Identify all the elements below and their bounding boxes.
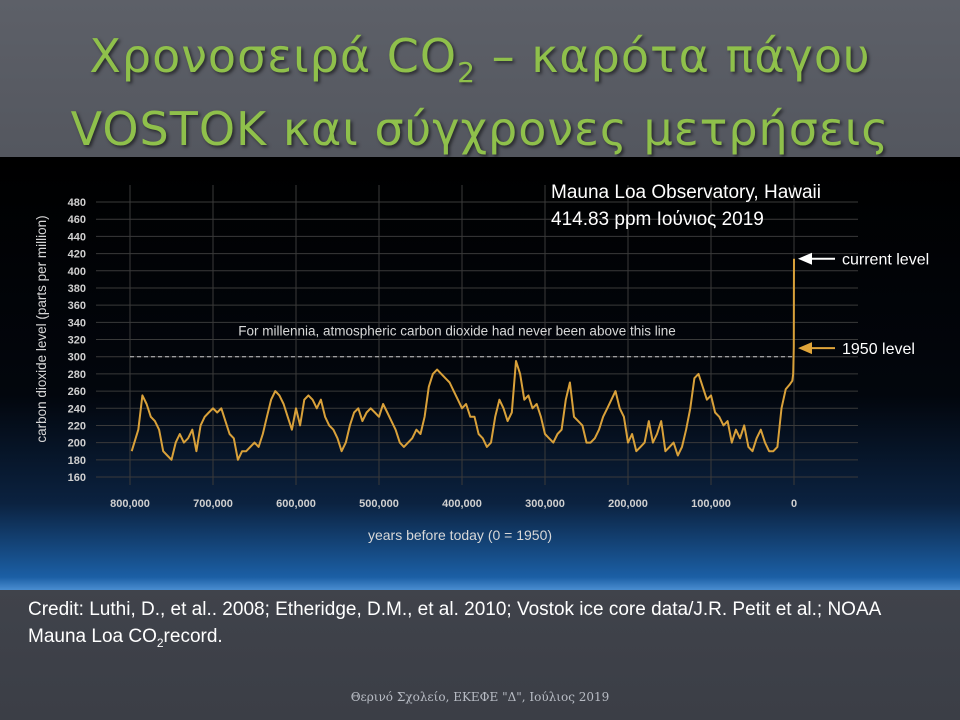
co2-chart: 160 180 200 220 240 260 280 300 320 340 360 380 400 4… xyxy=(34,185,929,543)
x-tick-label: 700,000 xyxy=(193,498,233,510)
y-tick-label: 180 xyxy=(68,455,86,467)
threshold-label: For millennia, atmospheric carbon dioxid… xyxy=(238,324,676,339)
y-tick-label: 160 xyxy=(68,472,86,484)
x-tick-label: 0 xyxy=(791,498,797,510)
x-tick-label: 300,000 xyxy=(525,498,565,510)
title-line-2: VOSTOK και σύγχρονες μετρήσεις xyxy=(70,102,890,157)
y-tick-label: 400 xyxy=(68,266,86,278)
y-tick-label: 240 xyxy=(68,403,86,415)
y-tick-label: 280 xyxy=(68,369,86,381)
y-tick-label: 360 xyxy=(68,300,86,312)
y-tick-label: 480 xyxy=(68,197,86,209)
x-tick-labels: 800,000 700,000 600,000 500,000 400,000 300,0… xyxy=(110,498,797,510)
observatory-reading: 414.83 ppm Ιούνιος 2019 xyxy=(551,209,764,230)
annotation-arrowhead xyxy=(798,342,812,355)
x-tick-label: 400,000 xyxy=(442,498,482,510)
y-tick-label: 340 xyxy=(68,317,86,329)
annotation-label: current level xyxy=(842,252,929,269)
x-tick-label: 600,000 xyxy=(276,498,316,510)
chart-panel: 160 180 200 220 240 260 280 300 320 340 360 380 400 4… xyxy=(0,157,960,590)
y-axis-label: carbon dioxide level (parts per million) xyxy=(34,215,49,442)
current-level-annotation: current level xyxy=(798,252,929,269)
y-tick-label: 440 xyxy=(68,231,86,243)
level-1950-annotation: 1950 level xyxy=(798,341,915,358)
x-tick-label: 100,000 xyxy=(691,498,731,510)
annotations: current level 1950 level xyxy=(798,252,929,358)
y-tick-label: 380 xyxy=(68,283,86,295)
footer-text: Θερινό Σχολείο, ΕΚΕΦΕ "Δ", Ιούλιος 2019 xyxy=(350,690,610,704)
observatory-name: Mauna Loa Observatory, Hawaii xyxy=(551,182,821,203)
observatory-note: Mauna Loa Observatory, Hawaii 414.83 ppm… xyxy=(551,179,821,233)
y-tick-label: 200 xyxy=(68,438,86,450)
annotation-label: 1950 level xyxy=(842,341,915,358)
x-tick-label: 800,000 xyxy=(110,498,150,510)
credit-text: Credit: Luthi, D., et al.. 2008; Etherid… xyxy=(28,599,881,650)
x-axis-label: years before today (0 = 1950) xyxy=(368,527,552,543)
x-tick-label: 200,000 xyxy=(608,498,648,510)
title-line-1: Χρονοσειρά CO2 – καρότα πάγου xyxy=(89,29,871,90)
annotation-arrowhead xyxy=(798,252,812,265)
co2-series-line xyxy=(130,258,795,461)
y-tick-label: 260 xyxy=(68,386,86,398)
y-tick-label: 320 xyxy=(68,335,86,347)
y-tick-label: 220 xyxy=(68,420,86,432)
slide-title: Χρονοσειρά CO2 – καρότα πάγου VOSTOK και… xyxy=(0,28,960,157)
y-tick-label: 460 xyxy=(68,214,86,226)
y-tick-label: 420 xyxy=(68,249,86,261)
x-tick-label: 500,000 xyxy=(359,498,399,510)
y-tick-labels: 160 180 200 220 240 260 280 300 320 340 360 380 400 4… xyxy=(68,197,86,484)
y-tick-label: 300 xyxy=(68,352,86,364)
